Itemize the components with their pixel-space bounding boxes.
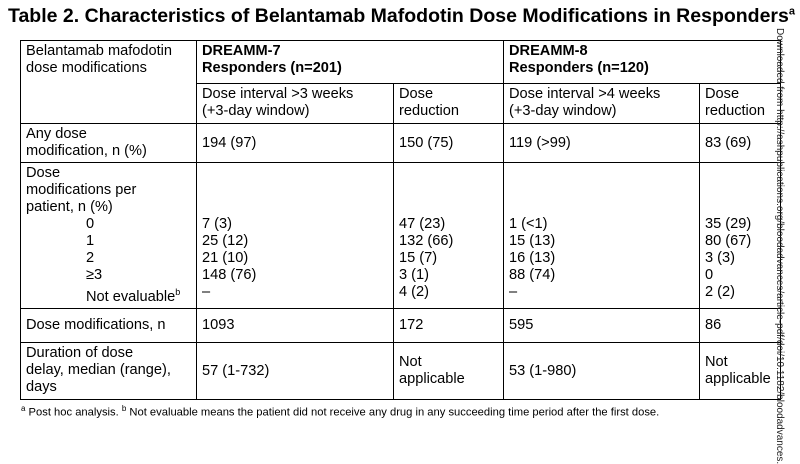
header-line: Dose [399,86,434,102]
row-label-line: Duration of dose [26,345,134,361]
row-label-line: Any dose [26,126,87,142]
characteristics-table: Belantamab mafodotin dose modifications … [20,40,781,400]
table-cell: 1 (<1) 15 (13) 16 (13) 88 (74) – [503,162,700,309]
duration-label: Duration of dose delay, median (range), … [20,342,197,400]
header-line: (+3-day window) [202,103,310,119]
header-line: (+3-day window) [509,103,617,119]
table-title: Table 2. Characteristics of Belantamab M… [8,5,795,28]
cell-line: 0 [705,267,714,283]
cell-line: 148 (76) [202,267,257,283]
table-footnote: a Post hoc analysis. b Not evaluable mea… [21,404,659,419]
header-line: reduction [705,103,766,119]
table-cell: 47 (23) 132 (66) 15 (7) 3 (1) 4 (2) [393,162,504,309]
cell-line: 88 (74) [509,267,556,283]
row-label-header-line: Belantamab mafodotin [26,43,173,59]
row-label-line: Dose [26,165,61,181]
any-modification-label: Any dose modification, n (%) [20,123,197,163]
footnote-mark-b: b [121,404,127,413]
table-cell: 150 (75) [393,123,504,163]
table-cell: 35 (29) 80 (67) 3 (3) 0 2 (2) [699,162,781,309]
cell-line: 16 (13) [509,250,556,266]
table-cell: 7 (3) 25 (12) 21 (10) 148 (76) – [196,162,394,309]
footnote-b-text: Not evaluable means the patient did not … [126,406,660,419]
table-row: Any dose modification, n (%) 194 (97) 15… [20,123,781,163]
header-line: Dose interval >4 weeks [509,86,661,102]
cell-line: 2 (2) [705,284,736,300]
download-watermark-text: Downloaded from http://ashpublications.o… [774,28,785,464]
cell-line: 3 (3) [705,250,736,266]
dreamm7-reduction-header: Dose reduction [393,83,504,124]
dreamm8-responders: Responders (n=120) [509,60,649,76]
row-label-line: modification, n (%) [26,143,147,159]
dreamm7-interval-header: Dose interval >3 weeks (+3-day window) [196,83,394,124]
header-line: reduction [399,103,460,119]
per-patient-label: Dose modifications per patient, n (%) 0 … [20,162,197,309]
table-cell: 53 (1-980) [503,342,700,400]
cell-line: Not [705,354,728,370]
cell-line: 15 (7) [399,250,438,266]
cell-line: applicable [399,371,465,387]
dreamm7-responders: Responders (n=201) [202,60,342,76]
cell-line: 21 (10) [202,250,249,266]
table-cell: 83 (69) [699,123,781,163]
footnote-mark: b [175,287,181,297]
dose-modifications-label: Dose modifications, n [20,308,197,343]
cell-line: 132 (66) [399,233,454,249]
dreamm8-header: DREAMM-8 Responders (n=120) [503,40,781,84]
cell-line: 47 (23) [399,216,446,232]
table-cell: 119 (>99) [503,123,700,163]
sublabel: 2 [86,250,95,266]
table-cell: 194 (97) [196,123,394,163]
table-cell: 86 [699,308,781,343]
cell-line: 7 (3) [202,216,233,232]
cell-line: 4 (2) [399,284,430,300]
subheader-row: Dose interval >3 weeks (+3-day window) D… [21,83,781,124]
table-title-text: Table 2. Characteristics of Belantamab M… [8,5,789,27]
dreamm8-interval-header: Dose interval >4 weeks (+3-day window) [503,83,700,124]
table-cell: 172 [393,308,504,343]
dreamm7-trial-name: DREAMM-7 [202,43,281,59]
table-cell: 1093 [196,308,394,343]
row-label-line: days [26,379,57,395]
cell-line: 3 (1) [399,267,430,283]
row-label-line: modifications per [26,182,137,198]
header-line: Dose [705,86,740,102]
sublabel: ≥3 [86,267,103,283]
footnote-a-text: Post hoc analysis. [25,406,122,419]
sublabel: 1 [86,233,95,249]
table-cell: 57 (1-732) [196,342,394,400]
row-label-line: patient, n (%) [26,199,113,215]
cell-line: Not [399,354,422,370]
table-row: Duration of dose delay, median (range), … [20,342,781,400]
dreamm7-header: DREAMM-7 Responders (n=201) [196,40,504,84]
table-cell: Not applicable [393,342,504,400]
download-watermark: Downloaded from http://ashpublications.o… [774,28,797,464]
title-footnote-mark: a [788,5,795,18]
cell-line: 80 (67) [705,233,752,249]
cell-line: 1 (<1) [509,216,548,232]
table-cell: 595 [503,308,700,343]
cell-line: – [202,284,211,300]
table-row: Dose modifications per patient, n (%) 0 … [20,162,781,309]
dreamm8-trial-name: DREAMM-8 [509,43,588,59]
footnote-mark-a: a [21,404,26,413]
row-label-header: Belantamab mafodotin dose modifications [20,40,197,124]
cell-line: 15 (13) [509,233,556,249]
row-label-line: delay, median (range), [26,362,171,378]
row-label-header-line: dose modifications [26,60,147,76]
sublabel-text: Not evaluable [86,288,176,305]
cell-line: 25 (12) [202,233,249,249]
sublabel-not-evaluable: Not evaluableb [26,284,191,306]
cell-line: – [509,284,518,300]
group-header-row: Belantamab mafodotin dose modifications … [20,40,781,124]
cell-line: applicable [705,371,771,387]
table-cell: Not applicable [699,342,781,400]
header-line: Dose interval >3 weeks [202,86,354,102]
cell-line: 35 (29) [705,216,752,232]
sublabel: 0 [86,216,95,232]
dreamm8-reduction-header: Dose reduction [699,83,781,124]
table-row: Dose modifications, n 1093 172 595 86 [20,308,781,343]
